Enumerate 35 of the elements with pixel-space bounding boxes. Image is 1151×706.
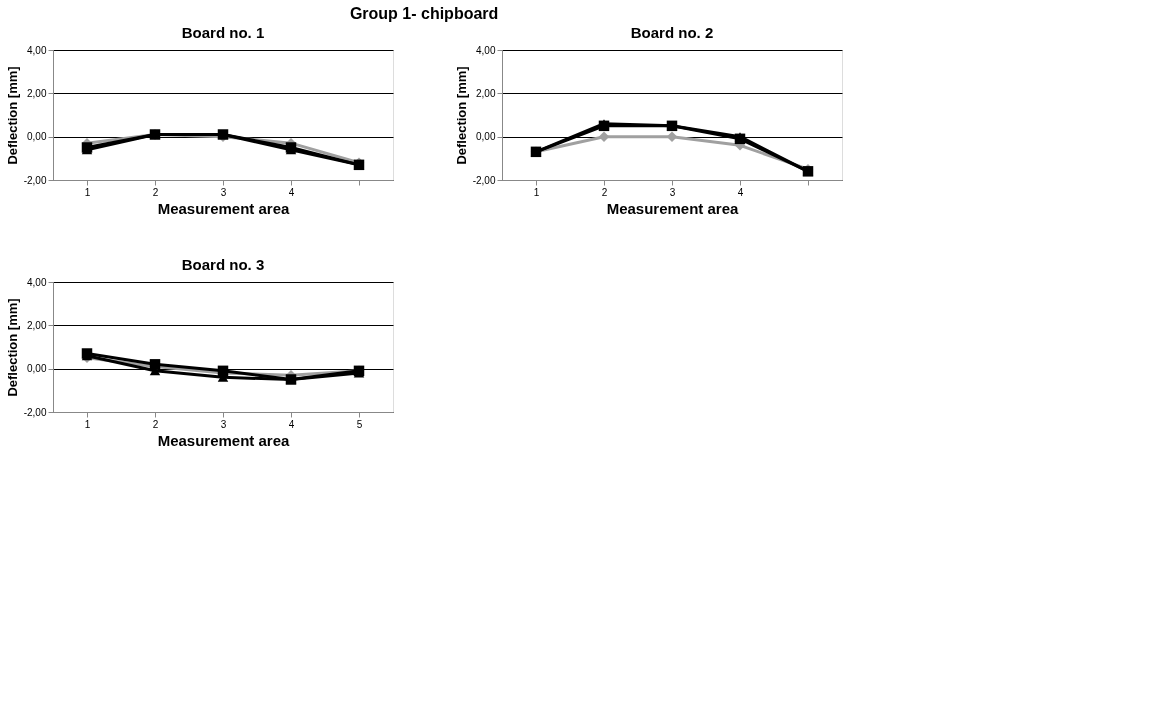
x-tick-label: 5 [356,418,363,430]
text: Group 1- chipboard [349,4,499,22]
y-tick-label: -2,00 [23,406,47,418]
x-tick-label: 4 [288,186,295,198]
y-tick-label: 4,00 [27,44,47,56]
x-tick-label: 1 [84,418,91,430]
y-axis-title: Deflection [mm] [4,66,20,165]
x-tick-label: 1 [84,186,91,198]
x-tick-label: 4 [737,186,744,198]
y-axis-title: Deflection [mm] [4,298,20,397]
x-tick-label: 3 [669,186,676,198]
y-tick-label: 2,00 [27,87,47,99]
chart-title: Board no. 3 [181,256,265,273]
y-tick-label: -2,00 [23,174,47,186]
x-tick-label: 4 [288,418,295,430]
x-tick-label: 1 [533,186,540,198]
y-tick-label: -2,00 [472,174,496,186]
x-tick-label: 2 [601,186,608,198]
y-tick-label: 4,00 [476,44,496,56]
chart-title: Board no. 1 [181,24,265,41]
y-tick-label: 0,00 [476,131,496,143]
x-tick-label: 2 [152,186,159,198]
x-tick-label: 3 [220,418,227,430]
x-axis-title: Measurement area [606,199,740,217]
y-tick-label: 2,00 [27,319,47,331]
x-axis-title: Measurement area [157,199,291,217]
y-axis-title: Deflection [mm] [453,66,469,165]
y-tick-label: 0,00 [27,131,47,143]
x-tick-label: 3 [220,186,227,198]
y-tick-label: 0,00 [27,363,47,375]
x-tick-label: 2 [152,418,159,430]
chart-title: Board no. 2 [630,24,714,41]
y-tick-label: 4,00 [27,276,47,288]
x-axis-title: Measurement area [157,431,291,449]
y-tick-label: 2,00 [476,87,496,99]
